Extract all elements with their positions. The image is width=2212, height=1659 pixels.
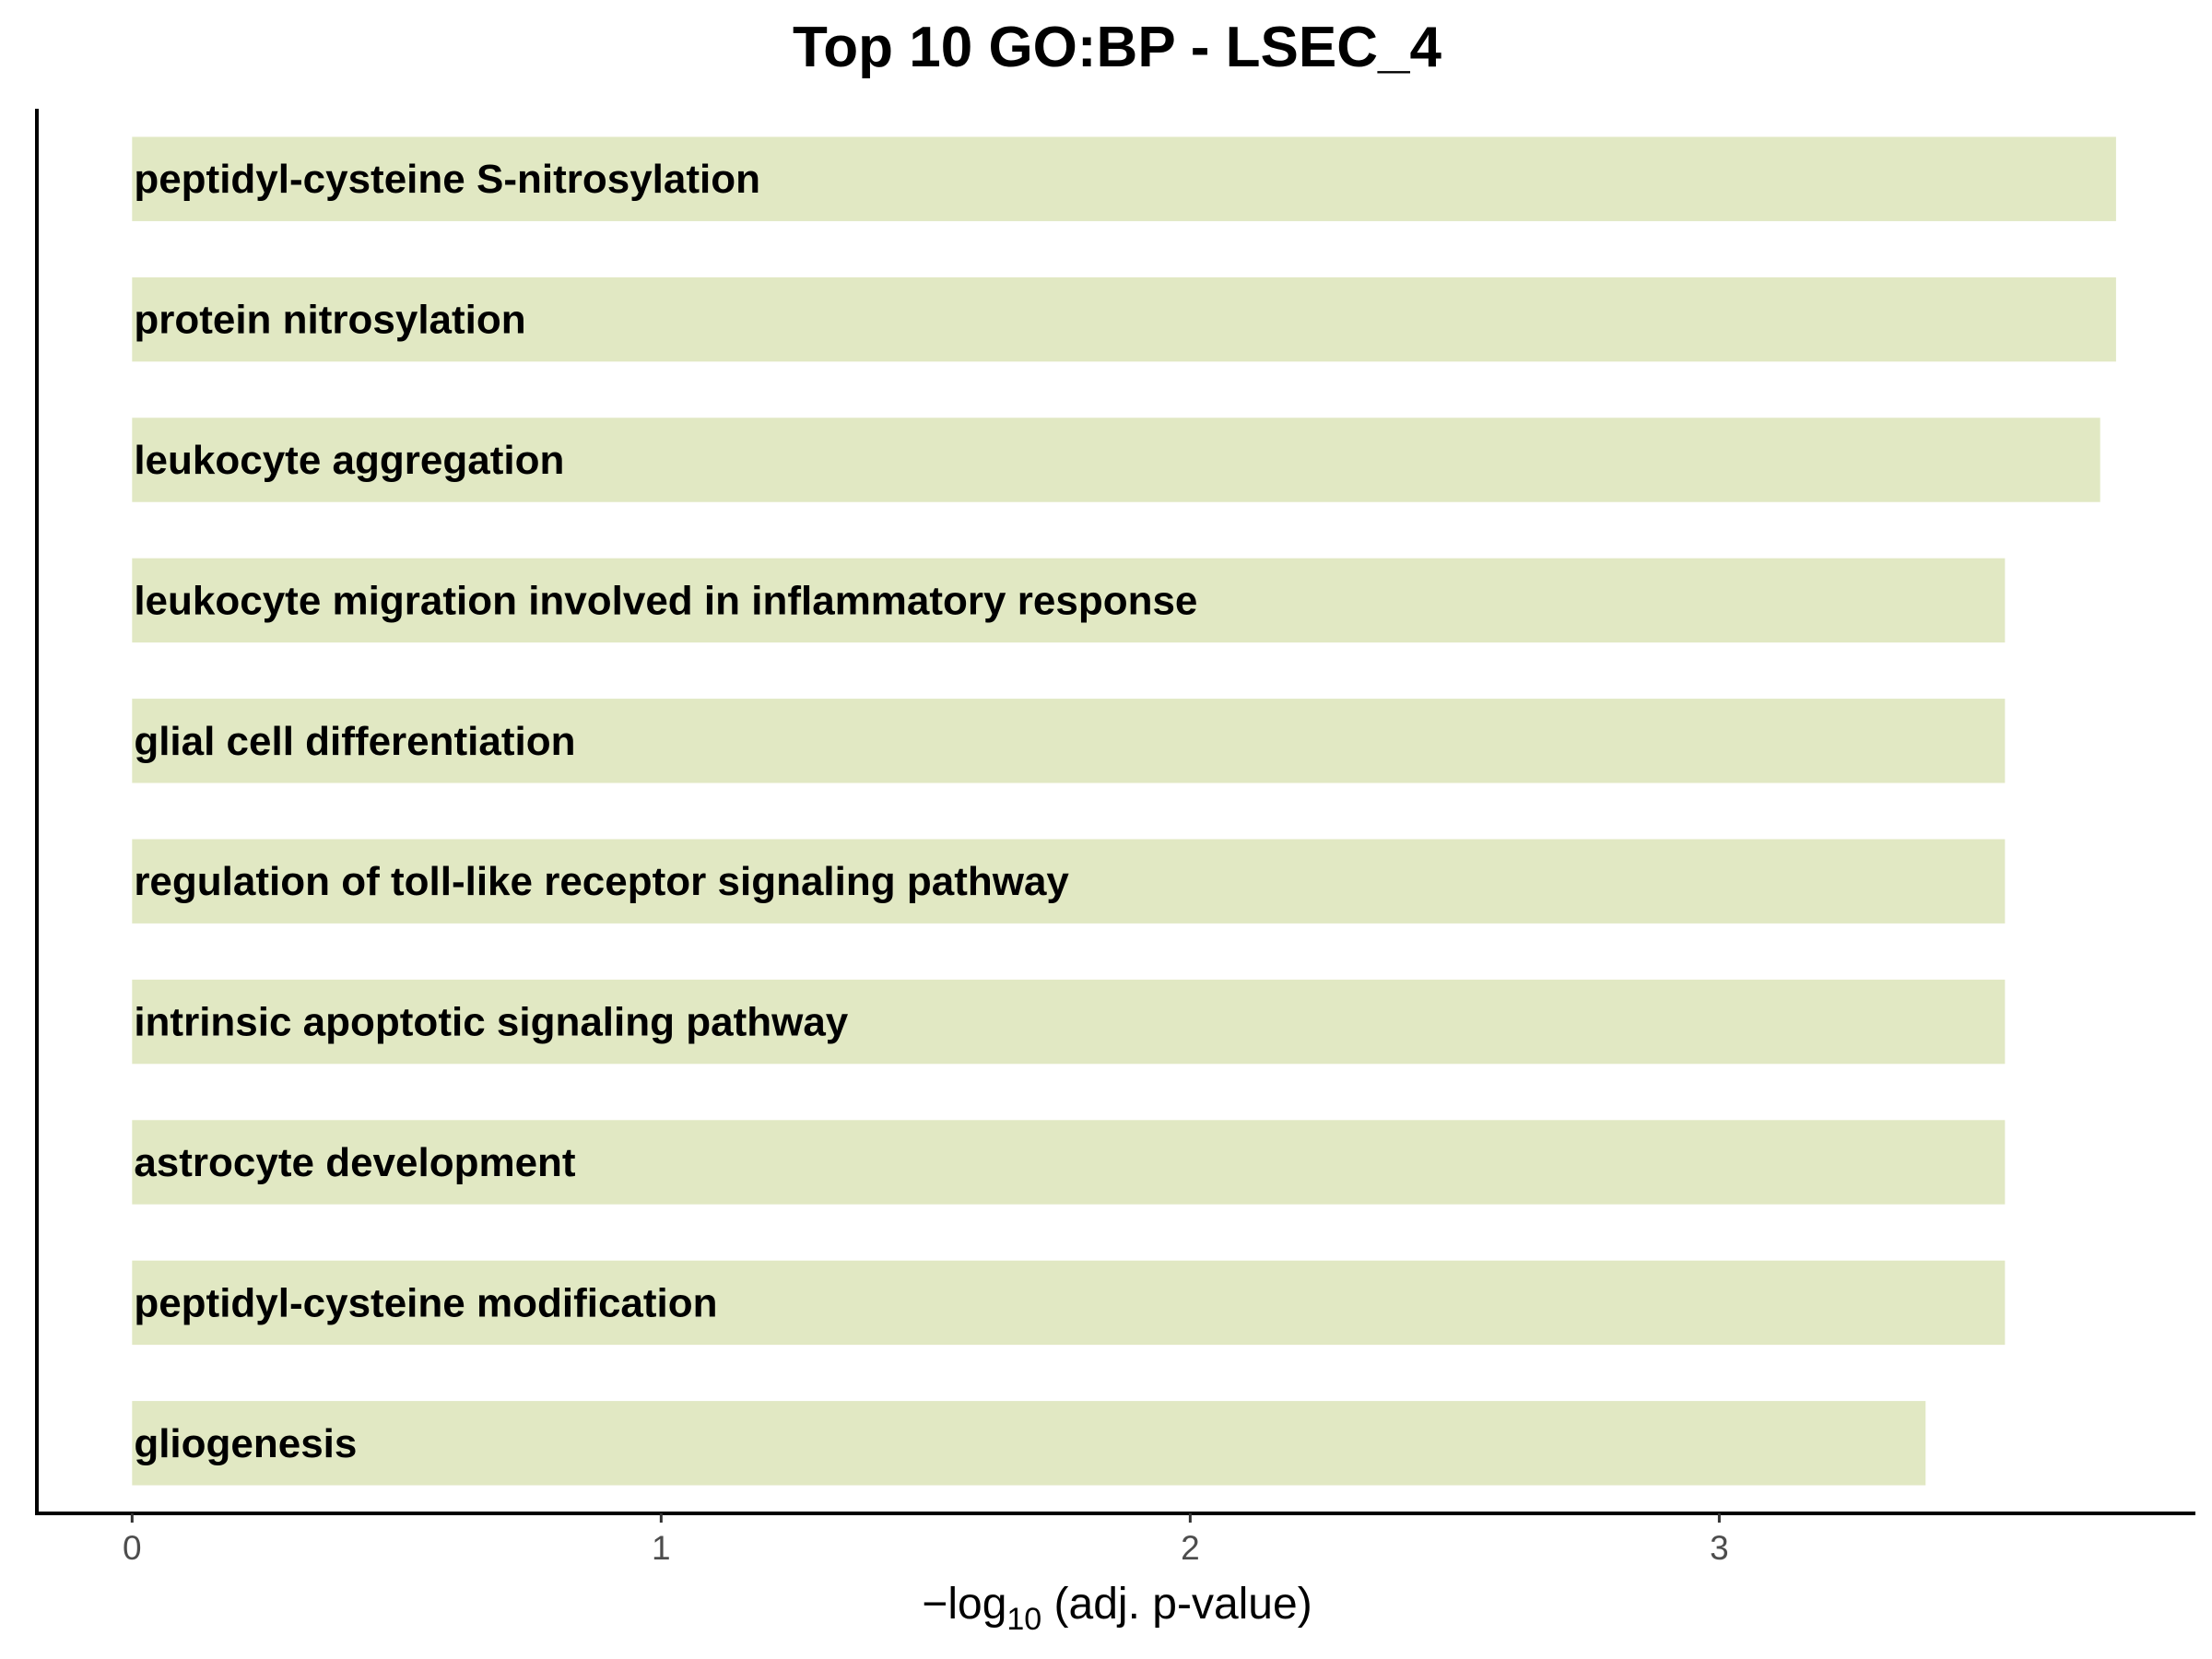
bar-label: leukocyte migration involved in inflamma… — [134, 578, 1197, 623]
bar — [132, 1401, 1926, 1486]
x-tick-label: 3 — [1710, 1529, 1729, 1567]
bar-label: glial cell differentiation — [134, 719, 575, 764]
bar — [132, 558, 2006, 643]
bar — [132, 418, 2100, 502]
bar — [132, 276, 2116, 362]
chart-title: Top 10 GO:BP - LSEC_4 — [793, 16, 1441, 79]
bar-label: intrinsic apoptotic signaling pathway — [134, 1000, 848, 1045]
bar-label: regulation of toll-like receptor signali… — [134, 859, 1069, 904]
bar — [132, 979, 2006, 1065]
x-axis-title-subscript: 10 — [1006, 1602, 1041, 1637]
bar-label: astrocyte development — [134, 1140, 576, 1185]
bar-label: protein nitrosylation — [134, 298, 525, 343]
bar — [132, 1120, 2006, 1205]
x-axis-ticks: 0 1 2 3 — [123, 1513, 1729, 1567]
x-tick-label: 1 — [652, 1529, 671, 1567]
x-axis-title-suffix: (adj. p-value) — [1041, 1580, 1312, 1629]
bar — [132, 839, 2006, 924]
bar-labels-group: peptidyl-cysteine S-nitrosylation protein… — [134, 157, 1197, 1466]
bar-label: leukocyte aggregation — [134, 438, 564, 483]
x-tick-label: 2 — [1181, 1529, 1200, 1567]
bar — [132, 699, 2006, 783]
x-axis-title-prefix: −log — [922, 1580, 1006, 1629]
bar — [132, 136, 2116, 221]
bar — [132, 1260, 2006, 1346]
bar-label: peptidyl-cysteine modification — [134, 1280, 717, 1325]
x-axis-title: −log10 (adj. p-value) — [922, 1580, 1312, 1637]
x-tick-label: 0 — [123, 1529, 142, 1567]
bars-group — [132, 136, 2116, 1486]
bar-label: gliogenesis — [134, 1421, 357, 1466]
bar-label: peptidyl-cysteine S-nitrosylation — [134, 157, 760, 202]
